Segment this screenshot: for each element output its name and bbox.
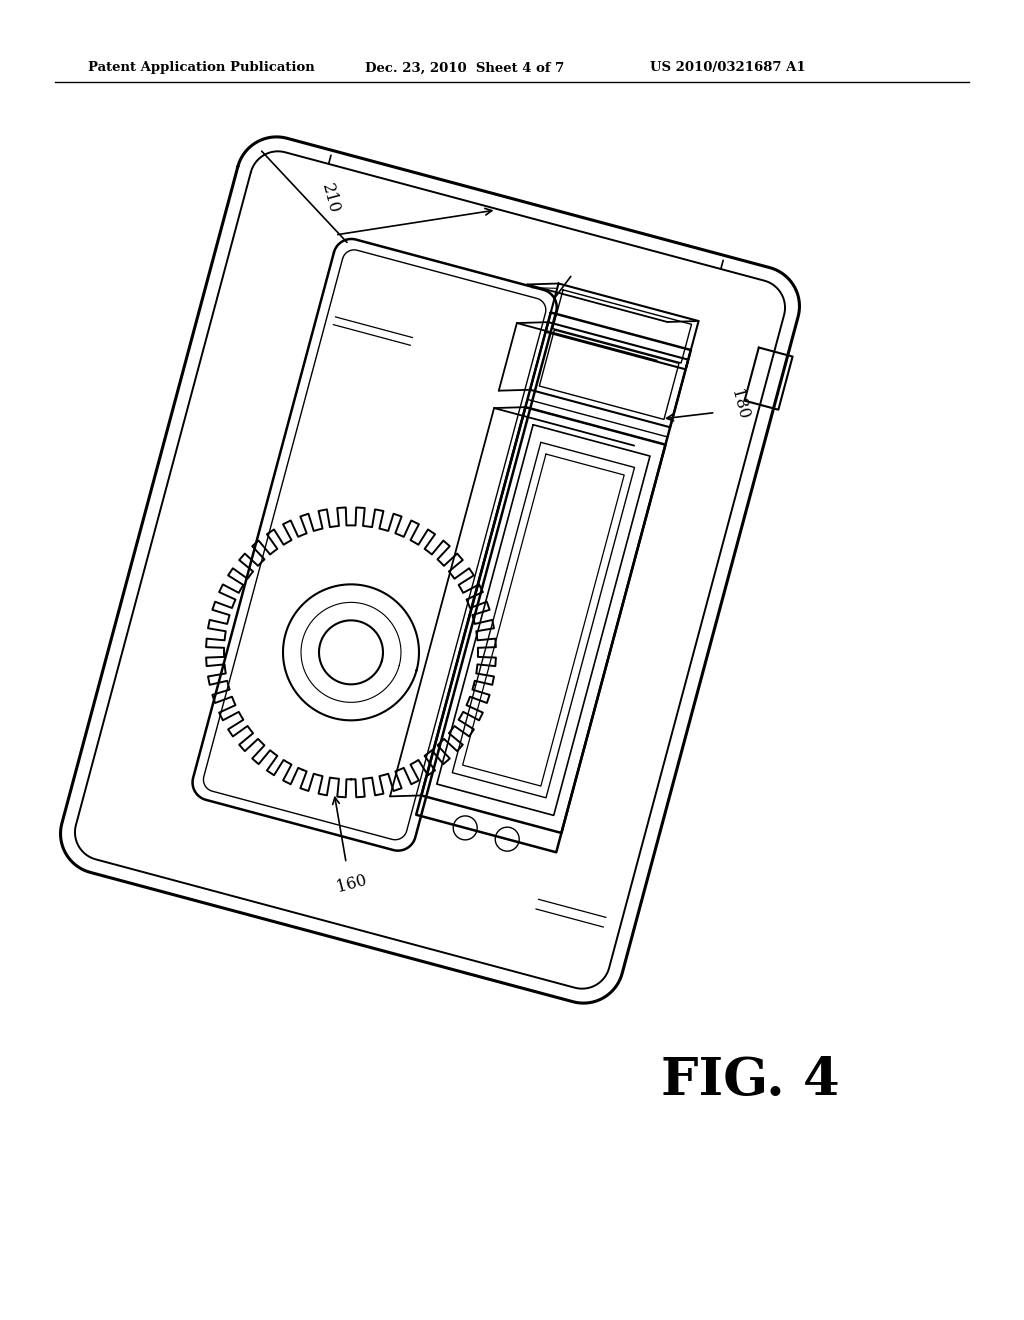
Text: FIG. 4: FIG. 4 [660, 1055, 840, 1106]
Text: 210: 210 [317, 181, 342, 215]
Text: 160: 160 [334, 871, 369, 896]
Text: 180: 180 [727, 388, 752, 421]
Text: Dec. 23, 2010  Sheet 4 of 7: Dec. 23, 2010 Sheet 4 of 7 [365, 62, 564, 74]
Text: Patent Application Publication: Patent Application Publication [88, 62, 314, 74]
Text: US 2010/0321687 A1: US 2010/0321687 A1 [650, 62, 806, 74]
